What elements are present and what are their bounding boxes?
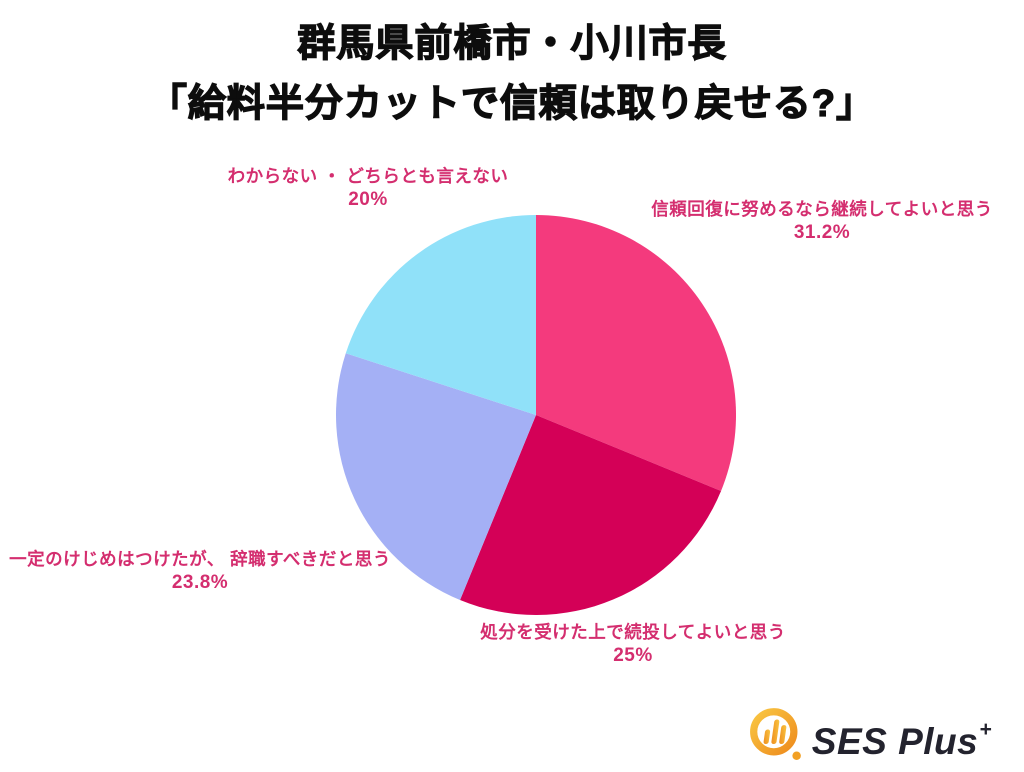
page-title-line1: 群馬県前橋市・小川市長 [297, 22, 727, 65]
pie-slice-2 [336, 353, 536, 601]
slice-label-pct: 23.8% [171, 572, 229, 593]
slice-label-text: 信頼回復に努めるなら継続してよいと思う [651, 199, 993, 219]
bar-chart-ring-icon [749, 705, 803, 768]
slice-label-pct: 31.2% [793, 222, 851, 243]
page-title: 群馬県前橋市・小川市長 「給料半分カットで信頼は取り戻せる?」 [0, 14, 1024, 134]
slice-label-unsure: わからない ・ どちらとも言えない 20% [168, 164, 568, 212]
slice-label-pct: 25% [613, 645, 653, 666]
pie-slice-3 [345, 215, 536, 415]
slice-label-text: 一定のけじめはつけたが、 辞職すべきだと思う [9, 549, 391, 569]
logo-wordmark: SES Plus [811, 721, 979, 762]
slice-label-punished-continue: 処分を受けた上で続投してよいと思う 25% [433, 620, 833, 668]
logo-text: SES Plus+ [812, 700, 992, 772]
ses-plus-logo: SES Plus+ [749, 700, 992, 772]
slice-label-text: わからない ・ どちらとも言えない [227, 166, 509, 186]
slice-label-resign: 一定のけじめはつけたが、 辞職すべきだと思う 23.8% [0, 547, 405, 595]
slice-label-pct: 20% [348, 189, 388, 210]
logo-plus-superscript: + [979, 718, 992, 741]
slice-label-text: 処分を受けた上で続投してよいと思う [480, 622, 786, 642]
page-title-line2: 「給料半分カットで信頼は取り戻せる?」 [148, 82, 876, 125]
slice-label-continue: 信頼回復に努めるなら継続してよいと思う 31.2% [622, 197, 1022, 245]
pie-slice-0 [536, 215, 737, 491]
pie-slice-1 [460, 415, 722, 616]
